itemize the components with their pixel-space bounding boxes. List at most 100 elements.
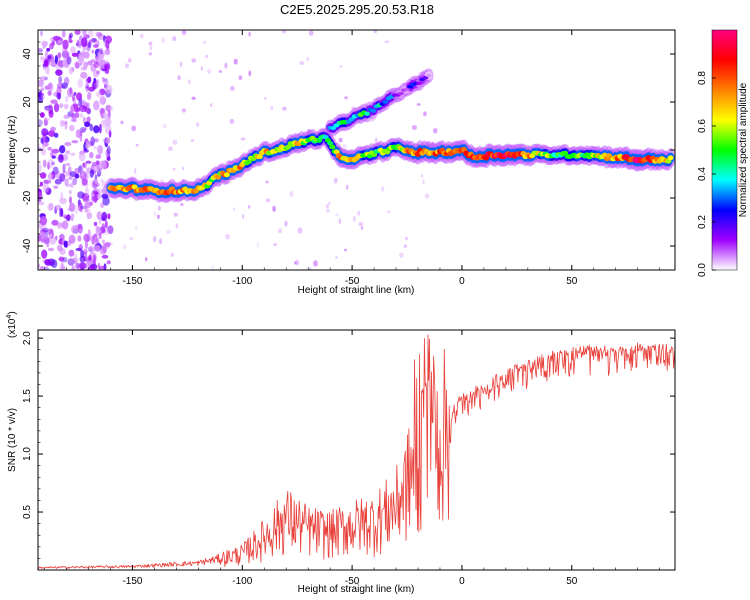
noise-speckle <box>40 112 45 118</box>
faint-speckle <box>308 267 312 270</box>
noise-speckle <box>85 186 89 197</box>
noise-speckle <box>56 222 64 230</box>
faint-speckle <box>190 139 195 142</box>
colorbar-ticks: 0.0 0.2 0.4 0.6 0.8 <box>697 71 716 277</box>
noise-speckle <box>82 197 90 203</box>
noise-speckle <box>69 32 73 39</box>
ridge-core-blob <box>285 144 292 150</box>
noise-speckle <box>64 141 72 147</box>
y-tick-label: 1.0 <box>22 447 33 461</box>
noise-speckle <box>99 96 107 105</box>
noise-speckle <box>89 38 95 44</box>
ridge-core-blob <box>416 81 423 85</box>
noise-speckle <box>74 62 80 69</box>
noise-speckle <box>101 193 109 199</box>
noise-speckle <box>105 40 110 49</box>
noise-speckle <box>52 35 61 41</box>
faint-speckle <box>163 124 167 129</box>
noise-speckle <box>79 113 84 118</box>
faint-speckle <box>191 96 196 100</box>
noise-speckle <box>93 100 100 111</box>
faint-speckle <box>124 63 130 69</box>
noise-speckle <box>58 76 63 84</box>
noise-speckle <box>40 76 47 81</box>
noise-speckle <box>91 81 98 90</box>
colorbar-tick-label: 0.6 <box>697 119 708 133</box>
faint-speckle <box>289 191 294 198</box>
noise-speckle <box>43 180 52 184</box>
faint-speckle <box>386 210 391 214</box>
faint-speckle <box>313 260 318 267</box>
noise-speckle <box>48 233 53 239</box>
faint-speckle <box>373 30 378 34</box>
faint-speckle <box>248 70 252 77</box>
faint-speckle <box>224 62 228 69</box>
faint-speckle <box>278 228 282 234</box>
noise-speckle <box>68 234 76 244</box>
noise-speckle <box>77 223 82 230</box>
noise-speckle <box>75 129 81 139</box>
noise-speckle <box>81 128 85 133</box>
faint-speckle <box>134 168 137 174</box>
ridge-core-blob <box>256 154 263 160</box>
colorbar-tick-label: 0.2 <box>697 215 708 229</box>
noise-speckle <box>101 254 109 259</box>
faint-speckle <box>157 214 160 219</box>
noise-speckle <box>44 259 52 266</box>
noise-speckle <box>51 219 59 226</box>
noise-speckle <box>44 117 50 122</box>
ridge-core-blob <box>667 155 674 161</box>
noise-speckle <box>40 30 43 37</box>
colorbar: 0.0 0.2 0.4 0.6 0.8 Normalized spectral ampl… <box>697 29 749 277</box>
faint-speckle <box>306 56 310 62</box>
faint-speckle <box>128 57 132 64</box>
faint-speckle <box>181 108 186 113</box>
y-tick-label: 0.5 <box>22 505 33 519</box>
noise-speckle <box>39 233 47 241</box>
noise-speckle <box>87 245 95 253</box>
noise-speckle <box>70 112 73 122</box>
x-tick-label: 50 <box>566 276 578 287</box>
noise-speckle <box>87 229 91 235</box>
faint-speckle <box>411 125 417 130</box>
upper-ridge-core <box>327 74 432 131</box>
colorbar-tick-label: 0.4 <box>697 167 708 181</box>
noise-speckle <box>84 172 89 181</box>
faint-speckle <box>353 215 356 222</box>
y-tick-label: 0 <box>22 147 33 153</box>
spectrogram-x-ticks: -150 -100 -50 0 50 <box>44 30 660 287</box>
main-ridge-core <box>107 134 674 196</box>
noise-speckle <box>86 212 93 220</box>
faint-speckle <box>404 236 409 241</box>
noise-speckle <box>90 136 95 146</box>
noise-speckle <box>83 249 88 254</box>
noise-speckle <box>89 201 93 207</box>
noise-speckle <box>105 118 112 126</box>
noise-speckle <box>101 188 107 194</box>
noise-speckle <box>63 240 68 248</box>
noise-speckle <box>77 223 83 234</box>
faint-speckle <box>248 204 251 209</box>
noise-speckle <box>104 242 111 247</box>
noise-speckle <box>38 110 42 114</box>
snr-x-label: Height of straight line (km) <box>298 584 415 595</box>
noise-speckle <box>49 42 54 50</box>
faint-speckle <box>229 118 235 124</box>
noise-speckle <box>38 48 43 53</box>
faint-speckle <box>265 180 269 184</box>
ridge-core-blob <box>215 174 222 180</box>
ridge-core-blob <box>397 91 404 96</box>
noise-speckle <box>104 124 112 135</box>
noise-speckle <box>106 156 111 162</box>
y-tick-label: 20 <box>22 96 33 108</box>
noise-speckle <box>80 71 88 79</box>
noise-speckle <box>76 40 80 47</box>
noise-speckle <box>84 121 91 127</box>
snr-frame <box>37 329 676 571</box>
faint-speckle <box>423 111 427 117</box>
noise-speckle <box>42 159 47 168</box>
noise-speckle <box>44 59 49 67</box>
noise-speckle <box>57 222 63 228</box>
noise-speckle <box>38 79 44 88</box>
faint-speckle <box>375 137 378 143</box>
